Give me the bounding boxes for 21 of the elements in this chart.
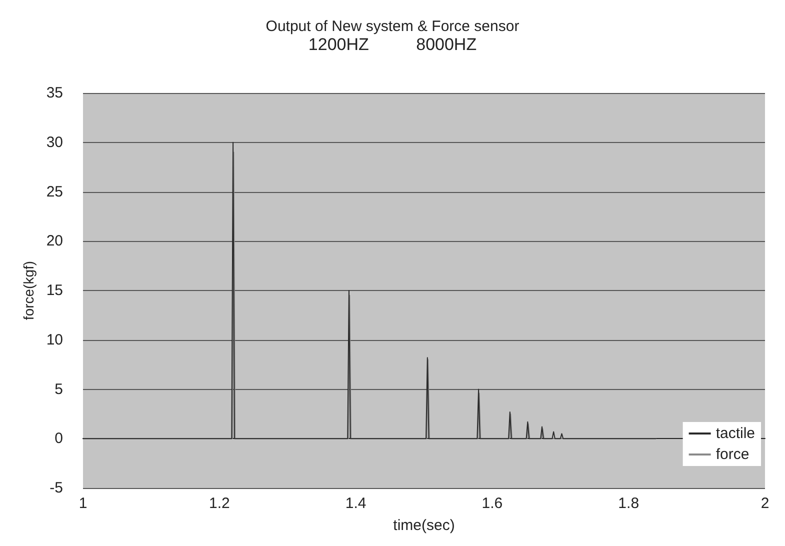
- y-tick-label: 15: [46, 282, 63, 299]
- legend-label: force: [716, 446, 750, 463]
- x-tick-label: 1.8: [618, 495, 640, 512]
- y-tick-label: 20: [46, 232, 63, 250]
- y-tick-label: 25: [46, 183, 63, 200]
- y-tick-label: 35: [46, 84, 63, 102]
- x-tick-label: 2: [760, 495, 770, 512]
- x-axis-title: time(sec): [393, 517, 455, 534]
- x-tick-label: 1.4: [345, 495, 366, 512]
- x-tick-label: 1.6: [482, 495, 503, 512]
- y-axis-title: force(kgf): [20, 260, 36, 320]
- chart-title: Output of New system & Force sensor: [266, 18, 520, 35]
- y-tick-label: 5: [54, 380, 63, 398]
- y-tick-label: 30: [46, 134, 63, 151]
- x-tick-label: 1.2: [208, 495, 230, 512]
- x-tick-label: 1: [78, 495, 88, 512]
- chart-subtitle: 1200HZ 8000HZ: [308, 35, 477, 54]
- y-tick-label: 10: [46, 331, 63, 348]
- legend-label: tactile: [716, 425, 756, 442]
- y-tick-label: 0: [54, 430, 63, 448]
- y-tick-label: -5: [50, 480, 63, 496]
